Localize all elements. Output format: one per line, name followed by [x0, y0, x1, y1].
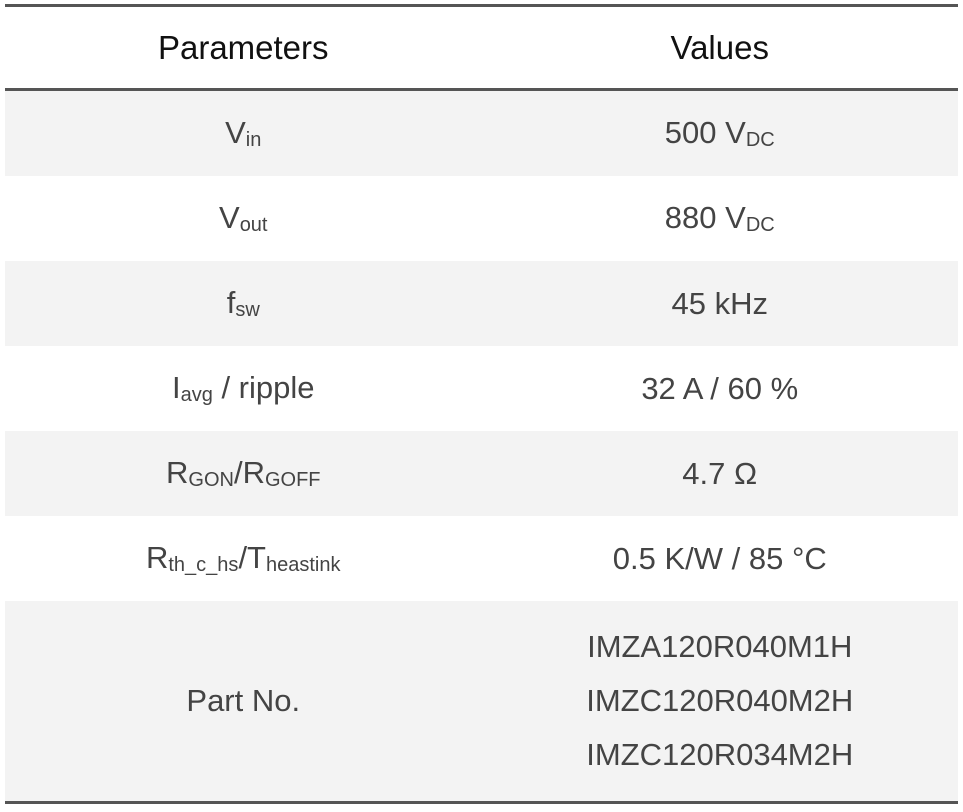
table-row: fsw 45 kHz — [5, 261, 958, 346]
value-part-numbers: IMZA120R040M1H IMZC120R040M2H IMZC120R03… — [482, 629, 959, 773]
param-iavg: Iavg / ripple — [171, 370, 315, 406]
table-row: Vout 880 VDC — [5, 176, 958, 261]
parameters-table: Parameters Values Vin 500 VDC Vout 880 V… — [5, 4, 958, 804]
param-rth: Rth_c_hs/Theastink — [145, 540, 341, 576]
header-values: Values — [670, 28, 769, 66]
param-vout: Vout — [219, 200, 268, 236]
table-header: Parameters Values — [5, 7, 958, 91]
value-vout: 880 VDC — [664, 200, 775, 236]
part-number: IMZA120R040M1H — [587, 629, 853, 664]
table-row: Iavg / ripple 32 A / 60 % — [5, 346, 958, 431]
value-fsw: 45 kHz — [671, 285, 768, 321]
param-part-no: Part No. — [186, 683, 301, 718]
value-rth: 0.5 K/W / 85 °C — [612, 540, 827, 576]
param-fsw: fsw — [226, 285, 260, 321]
value-rg: 4.7 Ω — [682, 455, 758, 491]
table-row-part-no: Part No. IMZA120R040M1H IMZC120R040M2H I… — [5, 601, 958, 801]
param-vin: Vin — [225, 115, 262, 151]
table-row: RGON/RGOFF 4.7 Ω — [5, 431, 958, 516]
table-row: Vin 500 VDC — [5, 91, 958, 176]
value-iavg: 32 A / 60 % — [641, 370, 799, 406]
part-number: IMZC120R040M2H — [586, 683, 854, 718]
value-vin: 500 VDC — [664, 115, 775, 151]
table-row: Rth_c_hs/Theastink 0.5 K/W / 85 °C — [5, 516, 958, 601]
part-number: IMZC120R034M2H — [586, 737, 854, 772]
param-rg: RGON/RGOFF — [166, 455, 321, 491]
header-parameters: Parameters — [157, 28, 329, 66]
